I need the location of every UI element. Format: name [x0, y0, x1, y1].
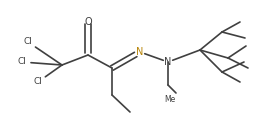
Text: N: N — [164, 57, 172, 67]
Text: Cl: Cl — [34, 77, 42, 86]
Text: O: O — [84, 17, 92, 27]
Text: Cl: Cl — [18, 58, 26, 67]
Text: Cl: Cl — [24, 37, 32, 46]
Text: Me: Me — [164, 95, 176, 103]
Text: N: N — [136, 47, 144, 57]
